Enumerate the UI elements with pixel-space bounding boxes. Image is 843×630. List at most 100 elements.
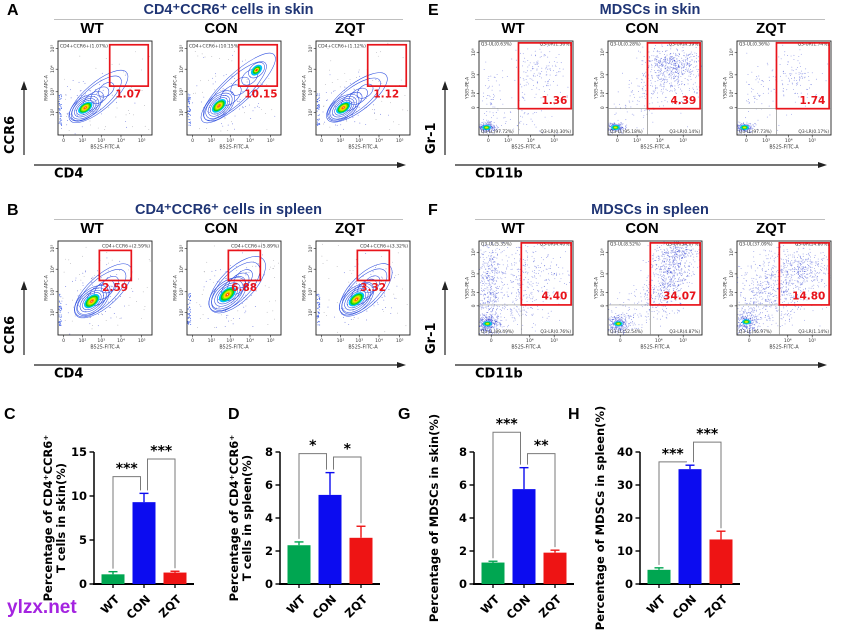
svg-text:10⁴: 10⁴ — [471, 90, 477, 98]
svg-text:10⁴: 10⁴ — [50, 65, 56, 73]
panel-title-A: CD4⁺CCR6⁺ cells in skin — [143, 2, 314, 18]
svg-text:Y585-PE-A: Y585-PE-A — [594, 277, 600, 300]
svg-text:10³: 10³ — [50, 88, 56, 96]
svg-text:0: 0 — [600, 106, 606, 109]
panel-letter-A: A — [7, 2, 19, 19]
flow-plot-container: 10⁶ 10⁵ 10⁴ 0 0 10³ 10⁴ 10⁵ B525-FITC-A Y585-PE-A… — [714, 37, 838, 161]
svg-text:10⁴: 10⁴ — [600, 289, 606, 297]
svg-text:Q3-LR(0.17%): Q3-LR(0.17%) — [798, 129, 829, 135]
svg-text:Q3-UR(1.36%): Q3-UR(1.36%) — [540, 42, 572, 48]
panel-title-F: MDSCs in spleen — [591, 202, 709, 218]
plots-row: Gr-1 10⁶ 10⁵ 10⁴ 0 0 10⁴ 10⁵ B525-FITC-A Y585-PE-… — [425, 237, 843, 361]
svg-text:10⁴: 10⁴ — [117, 338, 125, 344]
svg-text:10³: 10³ — [762, 138, 770, 144]
svg-text:0: 0 — [320, 138, 323, 144]
svg-text:Y585-PE-A: Y585-PE-A — [465, 77, 471, 100]
svg-text:10⁵: 10⁵ — [679, 338, 687, 344]
flow-plot-F-WT: 10⁶ 10⁵ 10⁴ 0 0 10⁴ 10⁵ B525-FITC-A Y585-PE-A Q3-… — [465, 240, 574, 351]
svg-text:4.40: 4.40 — [541, 290, 567, 302]
flow-plot-E-ZQT: 10⁶ 10⁵ 10⁴ 0 0 10³ 10⁴ 10⁵ B525-FITC-A Y585-PE-A… — [723, 40, 832, 151]
group-header-CON: CON — [625, 20, 659, 37]
svg-text:Q3-LL(95.18%): Q3-LL(95.18%) — [610, 129, 643, 135]
svg-text:10²: 10² — [308, 108, 314, 116]
svg-text:Q3-LL(97.72%): Q3-LL(97.72%) — [481, 129, 514, 135]
flow-plot-B-CON: 10⁵ 10⁴ 10³ 10² 0 10² 10³ 10⁴ 10⁵ B525-FITC-A R660… — [173, 240, 282, 351]
x-axis-CD11b: CD11b — [449, 361, 843, 379]
title-underline — [475, 19, 825, 20]
svg-text:Q3-UR(1.74%): Q3-UR(1.74%) — [798, 42, 830, 48]
svg-text:10²: 10² — [50, 108, 56, 116]
svg-text:10⁵: 10⁵ — [600, 71, 606, 79]
flow-plot-B-ZQT: 10⁵ 10⁴ 10³ 10² 0 10² 10³ 10⁴ 10⁵ B525-FITC-A R660… — [302, 240, 411, 351]
svg-text:10⁴: 10⁴ — [375, 138, 383, 144]
panel-B: B CD4⁺CCR6⁺ cells in spleen WT CON ZQT CCR6… — [0, 200, 421, 400]
svg-text:10²: 10² — [208, 338, 216, 344]
group-header-WT: WT — [501, 20, 525, 37]
svg-text:10³: 10³ — [97, 338, 105, 344]
group-header-WT: WT — [80, 220, 104, 237]
svg-text:Q3-UL(0.28%): Q3-UL(0.28%) — [610, 42, 641, 48]
svg-text:CD4+CCR6+(3.32%): CD4+CCR6+(3.32%) — [360, 244, 408, 250]
flow-plot-container: 10⁶ 10⁵ 10⁴ 0 0 10³ 10⁴ 10⁵ B525-FITC-A Y585-PE-A… — [456, 37, 580, 161]
svg-text:R660-APC-A: R660-APC-A — [173, 75, 179, 101]
svg-text:Q3-UL(0.36%): Q3-UL(0.36%) — [739, 42, 770, 48]
group-headers: WT CON ZQT — [451, 220, 843, 237]
svg-text:10⁵: 10⁵ — [179, 245, 185, 253]
svg-text:10³: 10³ — [308, 288, 314, 296]
y-axis-arrow-icon: CCR6 — [4, 281, 28, 355]
svg-text:10³: 10³ — [308, 88, 314, 96]
flow-plots-F: WT CON ZQT Gr-1 10⁶ 10⁵ 10⁴ 0 0 10⁴ 10⁵ B525-FITC-A… — [421, 220, 843, 379]
svg-text:0: 0 — [729, 106, 735, 109]
svg-text:10²: 10² — [79, 338, 87, 344]
svg-text:B525-FITC-A: B525-FITC-A — [348, 145, 378, 151]
svg-text:10⁴: 10⁴ — [600, 90, 606, 98]
svg-text:CD11b: CD11b — [475, 167, 523, 180]
flow-plots-A: WT CON ZQT CCR6 10⁵ 10⁴ 10³ 10² 0 10² 10³ 10⁴ 10⁵ B52… — [0, 20, 421, 179]
y-axis-Gr-1: Gr-1 — [425, 37, 451, 161]
svg-text:10⁴: 10⁴ — [179, 65, 185, 73]
watermark: ylzx.net — [7, 597, 77, 618]
svg-text:B525-FITC-A: B525-FITC-A — [640, 345, 670, 351]
svg-text:10⁴: 10⁴ — [785, 138, 793, 144]
svg-text:10⁶: 10⁶ — [600, 248, 606, 256]
svg-text:10⁴: 10⁴ — [246, 338, 254, 344]
plots-row: Gr-1 10⁶ 10⁵ 10⁴ 0 0 10³ 10⁴ 10⁵ B525-FITC-A Y585-… — [425, 37, 843, 161]
svg-text:Q3-LL(89.49%): Q3-LL(89.49%) — [481, 329, 514, 335]
svg-text:CD4+CCR6+(1.12%): CD4+CCR6+(1.12%) — [318, 44, 366, 50]
svg-text:R660-APC-A: R660-APC-A — [44, 75, 50, 101]
x-axis-CD4: CD4 — [28, 161, 421, 179]
svg-text:10⁶: 10⁶ — [471, 48, 477, 56]
panel-letter-E: E — [428, 2, 439, 19]
svg-text:10⁶: 10⁶ — [471, 248, 477, 256]
svg-text:B525-FITC-A: B525-FITC-A — [219, 145, 249, 151]
svg-text:Q3-UL(0.63%): Q3-UL(0.63%) — [481, 42, 512, 48]
svg-text:10⁴: 10⁴ — [308, 265, 314, 273]
x-axis-arrow-icon: CD11b — [455, 362, 827, 379]
svg-text:10⁵: 10⁵ — [138, 338, 146, 344]
svg-text:10³: 10³ — [633, 138, 641, 144]
svg-text:Y585-PE-A: Y585-PE-A — [594, 77, 600, 100]
svg-text:10³: 10³ — [504, 138, 512, 144]
y-axis-arrow-icon: Gr-1 — [425, 281, 449, 355]
svg-text:10⁴: 10⁴ — [655, 338, 663, 344]
flow-plot-container: 10⁵ 10⁴ 10³ 10² 0 10² 10³ 10⁴ 10⁵ B525-FITC-A R660… — [164, 237, 288, 361]
flow-plot-A-WT: 10⁵ 10⁴ 10³ 10² 0 10² 10³ 10⁴ 10⁵ B525-FITC-A R660… — [44, 40, 153, 151]
svg-text:10³: 10³ — [355, 138, 363, 144]
svg-text:Y585-PE-A: Y585-PE-A — [465, 277, 471, 300]
svg-text:0: 0 — [490, 338, 493, 344]
svg-text:4.39: 4.39 — [670, 95, 696, 107]
group-headers: WT CON ZQT — [451, 20, 843, 37]
svg-text:B525-FITC-A: B525-FITC-A — [640, 145, 670, 151]
panel-E: E MDSCs in skin WT CON ZQT Gr-1 10⁶ 10⁵ 10⁴ 0 0 1… — [421, 0, 843, 200]
svg-text:10²: 10² — [337, 338, 345, 344]
svg-text:R660-APC-A: R660-APC-A — [44, 275, 50, 301]
title-underline — [54, 219, 403, 220]
panel-letter-G: G — [398, 406, 411, 423]
panel-title-B: CD4⁺CCR6⁺ cells in spleen — [135, 202, 322, 218]
svg-text:CD4+CCR6+(2.59%): CD4+CCR6+(2.59%) — [102, 244, 150, 250]
svg-text:1.07: 1.07 — [115, 88, 141, 100]
plots-row: CCR6 10⁵ 10⁴ 10³ 10² 0 10² 10³ 10⁴ 10⁵ B525-FITC-A… — [4, 237, 421, 361]
svg-text:10⁵: 10⁵ — [396, 338, 404, 344]
